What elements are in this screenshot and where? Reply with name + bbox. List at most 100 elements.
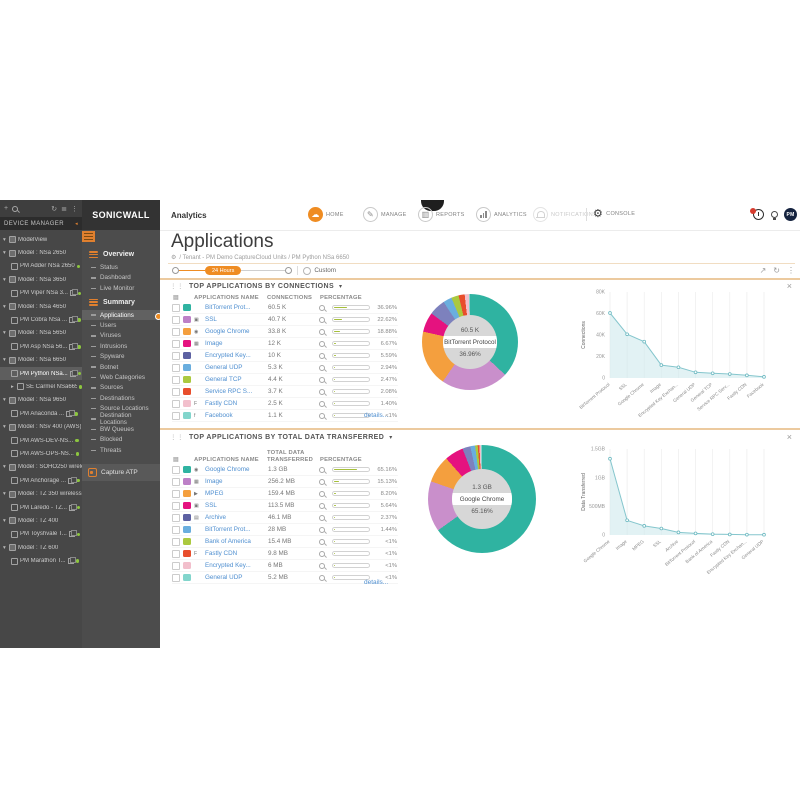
- drag-handle-icon[interactable]: ⋮⋮: [170, 283, 184, 290]
- row-checkbox[interactable]: [172, 537, 180, 546]
- app-name-link[interactable]: General UDP: [205, 574, 243, 581]
- caret-down-icon[interactable]: ▾: [3, 357, 6, 364]
- tree-item[interactable]: PM Laredo - TZ...: [0, 501, 82, 514]
- select-all-icon[interactable]: ▤: [173, 295, 179, 301]
- open-in-new-icon[interactable]: ↗: [759, 266, 767, 275]
- tree-item[interactable]: ▾ Model : NSa 5650: [0, 327, 82, 340]
- tree-item[interactable]: ▾ Model : TZ 350 wireless ...: [0, 487, 82, 500]
- sidebar-item-destinations[interactable]: Destinations: [82, 393, 160, 403]
- caret-down-icon[interactable]: ▾: [3, 491, 6, 498]
- tree-item[interactable]: ▾ Model : NSa 4650: [0, 300, 82, 313]
- tree-item[interactable]: PM Python NSa...: [0, 366, 82, 381]
- tree-item[interactable]: PM Cobra NSa ...: [0, 313, 82, 326]
- sidebar-item-sources[interactable]: Sources: [82, 383, 160, 393]
- close-icon[interactable]: ×: [786, 432, 792, 442]
- tree-item[interactable]: PM AWS-OPS-NS...: [0, 447, 82, 460]
- app-name-link[interactable]: Bank of America: [205, 538, 251, 545]
- tree-item[interactable]: ▸ SE Carmel NSa6650: [0, 380, 82, 393]
- kebab-icon[interactable]: ⋮: [787, 266, 795, 275]
- magnifier-icon[interactable]: [319, 574, 325, 581]
- caret-down-icon[interactable]: ▾: [3, 330, 6, 337]
- magnifier-icon[interactable]: [319, 466, 325, 473]
- app-name-link[interactable]: SSL: [205, 502, 217, 509]
- magnifier-icon[interactable]: [319, 364, 325, 371]
- row-checkbox[interactable]: [172, 573, 180, 582]
- app-name-link[interactable]: General TCP: [205, 376, 242, 383]
- list-icon[interactable]: ≣: [61, 205, 67, 213]
- time-range-pill[interactable]: 24 Hours: [205, 266, 242, 275]
- tree-item[interactable]: PM Anchorage ...: [0, 474, 82, 487]
- tree-item[interactable]: PM Viper NSa 3...: [0, 287, 82, 300]
- magnifier-icon[interactable]: [319, 562, 325, 569]
- tree-item[interactable]: PM Asp NSa 56...: [0, 340, 82, 353]
- magnifier-icon[interactable]: [319, 400, 325, 407]
- select-all-icon[interactable]: ▤: [173, 457, 179, 463]
- magnifier-icon[interactable]: [319, 412, 325, 419]
- row-checkbox[interactable]: [172, 339, 180, 348]
- row-checkbox[interactable]: [172, 549, 180, 558]
- app-name-link[interactable]: Encrypted Key...: [205, 352, 251, 359]
- sidebar-item-threats[interactable]: Threats: [82, 445, 160, 455]
- magnifier-icon[interactable]: [319, 340, 325, 347]
- app-name-link[interactable]: Google Chrome: [205, 328, 250, 335]
- tree-item[interactable]: PM AWS-DEV-NS...: [0, 434, 82, 447]
- row-checkbox[interactable]: [172, 513, 180, 522]
- magnifier-icon[interactable]: [319, 328, 325, 335]
- row-checkbox[interactable]: [172, 375, 180, 384]
- app-name-link[interactable]: Facebook: [205, 412, 233, 419]
- slider-end-handle[interactable]: [285, 267, 293, 274]
- app-name-link[interactable]: Google Chrome: [205, 466, 250, 473]
- sidebar-item-botnet[interactable]: Botnet: [82, 362, 160, 372]
- device-manager-header[interactable]: DEVICE MANAGER ◂: [0, 217, 82, 230]
- magnifier-icon[interactable]: [319, 316, 325, 323]
- sidebar-item-live-monitor[interactable]: Live Monitor: [82, 283, 160, 293]
- nav-item-reports[interactable]: ▥ REPORTS: [418, 207, 465, 222]
- row-checkbox[interactable]: [172, 561, 180, 570]
- row-checkbox[interactable]: [172, 477, 180, 486]
- tree-item[interactable]: PM Anaconda ...: [0, 407, 82, 420]
- app-name-link[interactable]: Service RPC S...: [205, 388, 253, 395]
- chevron-down-icon[interactable]: ▾: [389, 434, 393, 441]
- tree-item[interactable]: ▾ Model : NSa 6650: [0, 354, 82, 367]
- magnifier-icon[interactable]: [319, 502, 325, 509]
- chevron-down-icon[interactable]: ▾: [339, 283, 343, 290]
- app-name-link[interactable]: Fastly CDN: [205, 550, 238, 557]
- magnifier-icon[interactable]: [319, 304, 325, 311]
- caret-down-icon[interactable]: ▾: [3, 424, 6, 431]
- menu-section-summary[interactable]: Summary: [82, 294, 160, 310]
- row-checkbox[interactable]: [172, 525, 180, 534]
- sidebar-item-dashboard[interactable]: Dashboard: [82, 273, 160, 283]
- caret-down-icon[interactable]: ▾: [3, 544, 6, 551]
- app-name-link[interactable]: Encrypted Key...: [205, 562, 251, 569]
- caret-down-icon[interactable]: ▾: [3, 303, 6, 310]
- app-name-link[interactable]: SSL: [205, 316, 217, 323]
- row-checkbox[interactable]: [172, 303, 180, 312]
- nav-item-home[interactable]: ☁ HOME: [308, 207, 344, 222]
- magnifier-icon[interactable]: [319, 478, 325, 485]
- add-icon[interactable]: +: [4, 205, 9, 212]
- sidebar-item-capture-atp[interactable]: Capture ATP: [82, 464, 160, 482]
- custom-radio[interactable]: [303, 266, 312, 275]
- magnifier-icon[interactable]: [319, 490, 325, 497]
- app-name-link[interactable]: MPEG: [205, 490, 224, 497]
- magnifier-icon[interactable]: [319, 514, 325, 521]
- sidebar-item-status[interactable]: Status: [82, 262, 160, 272]
- search-icon[interactable]: [12, 205, 19, 212]
- nav-item-manage[interactable]: ✎ MANAGE: [363, 207, 407, 222]
- row-checkbox[interactable]: [172, 387, 180, 396]
- row-checkbox[interactable]: [172, 327, 180, 336]
- kebab-icon[interactable]: ⋮: [71, 205, 78, 213]
- nav-item-console[interactable]: ⚙ CONSOLE: [593, 207, 635, 220]
- tree-item[interactable]: PM Toyshvale T...: [0, 528, 82, 541]
- caret-down-icon[interactable]: ▾: [3, 397, 6, 404]
- tree-item[interactable]: ▾ Model : TZ 600: [0, 541, 82, 554]
- magnifier-icon[interactable]: [319, 376, 325, 383]
- gear-icon[interactable]: ⚙: [171, 255, 177, 261]
- row-checkbox[interactable]: [172, 315, 180, 324]
- caret-down-icon[interactable]: ▾: [3, 517, 6, 524]
- hamburger-menu-icon[interactable]: [82, 231, 95, 242]
- magnifier-icon[interactable]: [319, 388, 325, 395]
- sidebar-item-users[interactable]: Users: [82, 320, 160, 330]
- collapse-triangle-icon[interactable]: ◂: [75, 220, 78, 227]
- tree-item[interactable]: ▾ Model : NSa 3650: [0, 273, 82, 286]
